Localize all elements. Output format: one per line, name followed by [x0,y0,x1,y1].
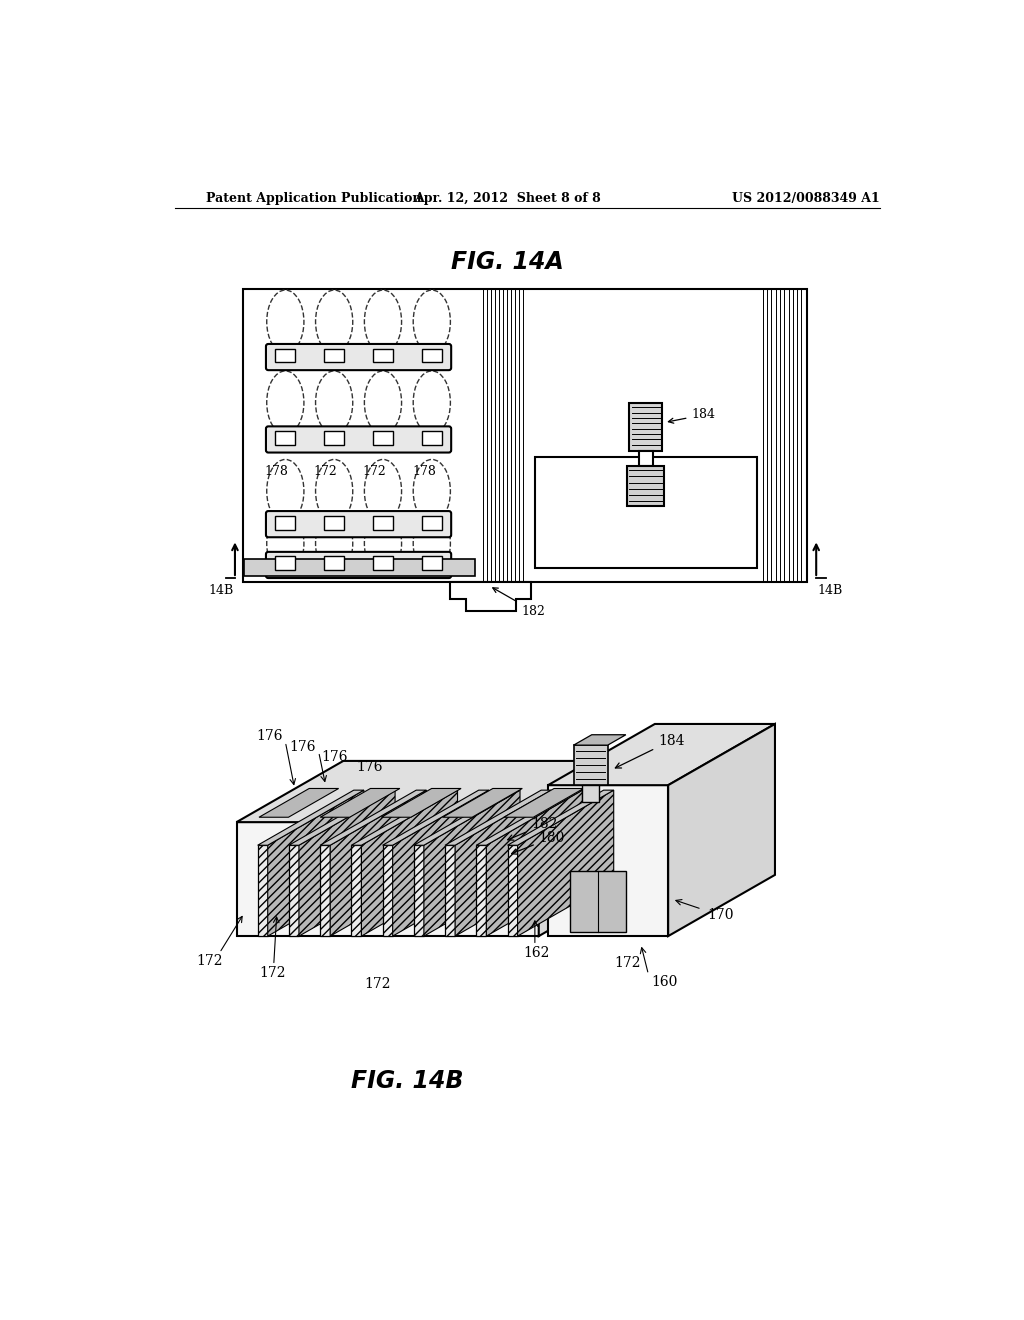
Text: 178: 178 [412,465,436,478]
Polygon shape [486,791,583,936]
Polygon shape [259,788,339,817]
Polygon shape [669,723,775,936]
Polygon shape [508,845,517,936]
Polygon shape [258,845,267,936]
Bar [422,432,442,445]
Text: 14B: 14B [208,583,233,597]
Text: FIG. 14B: FIG. 14B [351,1069,463,1093]
Bar [422,348,442,363]
Text: 176: 176 [356,760,383,774]
Text: 176: 176 [256,729,283,743]
Polygon shape [392,791,488,936]
Polygon shape [517,791,613,936]
Bar [324,348,344,363]
Bar [373,557,393,570]
Polygon shape [383,791,488,845]
Text: 176: 176 [289,741,315,754]
Polygon shape [539,760,645,936]
Text: Apr. 12, 2012  Sheet 8 of 8: Apr. 12, 2012 Sheet 8 of 8 [415,191,601,205]
Polygon shape [455,791,551,936]
Polygon shape [382,788,461,817]
Bar [630,404,662,451]
Text: 170: 170 [708,908,733,921]
Polygon shape [414,791,520,845]
Polygon shape [351,791,458,845]
FancyBboxPatch shape [266,552,452,578]
Text: Patent Application Publication: Patent Application Publication [206,191,421,205]
Text: 172: 172 [197,954,222,968]
Polygon shape [361,791,458,936]
Polygon shape [237,760,645,822]
Polygon shape [476,791,583,845]
Bar [422,557,442,570]
Polygon shape [508,791,613,845]
Polygon shape [258,791,364,845]
Polygon shape [548,723,775,785]
Bar [275,516,295,529]
Text: 172: 172 [614,956,641,970]
Bar [373,432,393,445]
Bar [627,466,665,507]
Polygon shape [330,791,426,936]
Polygon shape [583,785,599,803]
Bar [324,432,344,445]
Polygon shape [383,845,392,936]
Polygon shape [445,791,551,845]
Polygon shape [442,788,522,817]
Text: 184: 184 [615,734,685,768]
Text: 184: 184 [669,408,716,424]
Polygon shape [321,791,426,845]
Bar [275,557,295,570]
Bar [245,558,475,576]
Bar [243,289,807,582]
Polygon shape [299,791,395,936]
Bar [639,451,652,466]
Polygon shape [351,845,361,936]
Polygon shape [321,845,330,936]
Text: 14B: 14B [817,583,843,597]
Bar [324,516,344,529]
Text: 172: 172 [365,977,391,991]
Text: US 2012/0088349 A1: US 2012/0088349 A1 [732,191,881,205]
Polygon shape [569,871,626,932]
Polygon shape [573,735,626,744]
Polygon shape [548,785,669,936]
Polygon shape [451,582,531,611]
Polygon shape [267,791,364,936]
FancyBboxPatch shape [266,426,452,453]
Polygon shape [289,845,299,936]
Bar [275,348,295,363]
Polygon shape [321,788,399,817]
Polygon shape [289,791,395,845]
Bar [422,516,442,529]
Text: FIG. 14A: FIG. 14A [452,251,564,275]
Text: 172: 172 [260,966,287,979]
Bar [324,557,344,570]
Text: 182: 182 [493,587,546,618]
Bar [373,348,393,363]
Polygon shape [414,845,424,936]
Polygon shape [424,791,520,936]
Text: 160: 160 [651,975,678,989]
Polygon shape [237,822,539,936]
FancyBboxPatch shape [266,511,452,537]
Text: 172: 172 [362,465,386,478]
Bar [275,432,295,445]
Text: 182: 182 [508,817,557,841]
Text: 172: 172 [313,465,337,478]
Text: 180: 180 [512,830,565,854]
Text: 162: 162 [523,946,550,960]
Text: 176: 176 [322,750,348,764]
FancyBboxPatch shape [266,345,452,370]
Polygon shape [445,845,455,936]
Bar [373,516,393,529]
Text: 178: 178 [264,465,288,478]
Polygon shape [573,744,607,785]
Polygon shape [504,788,584,817]
Polygon shape [476,845,486,936]
Bar [535,457,757,568]
